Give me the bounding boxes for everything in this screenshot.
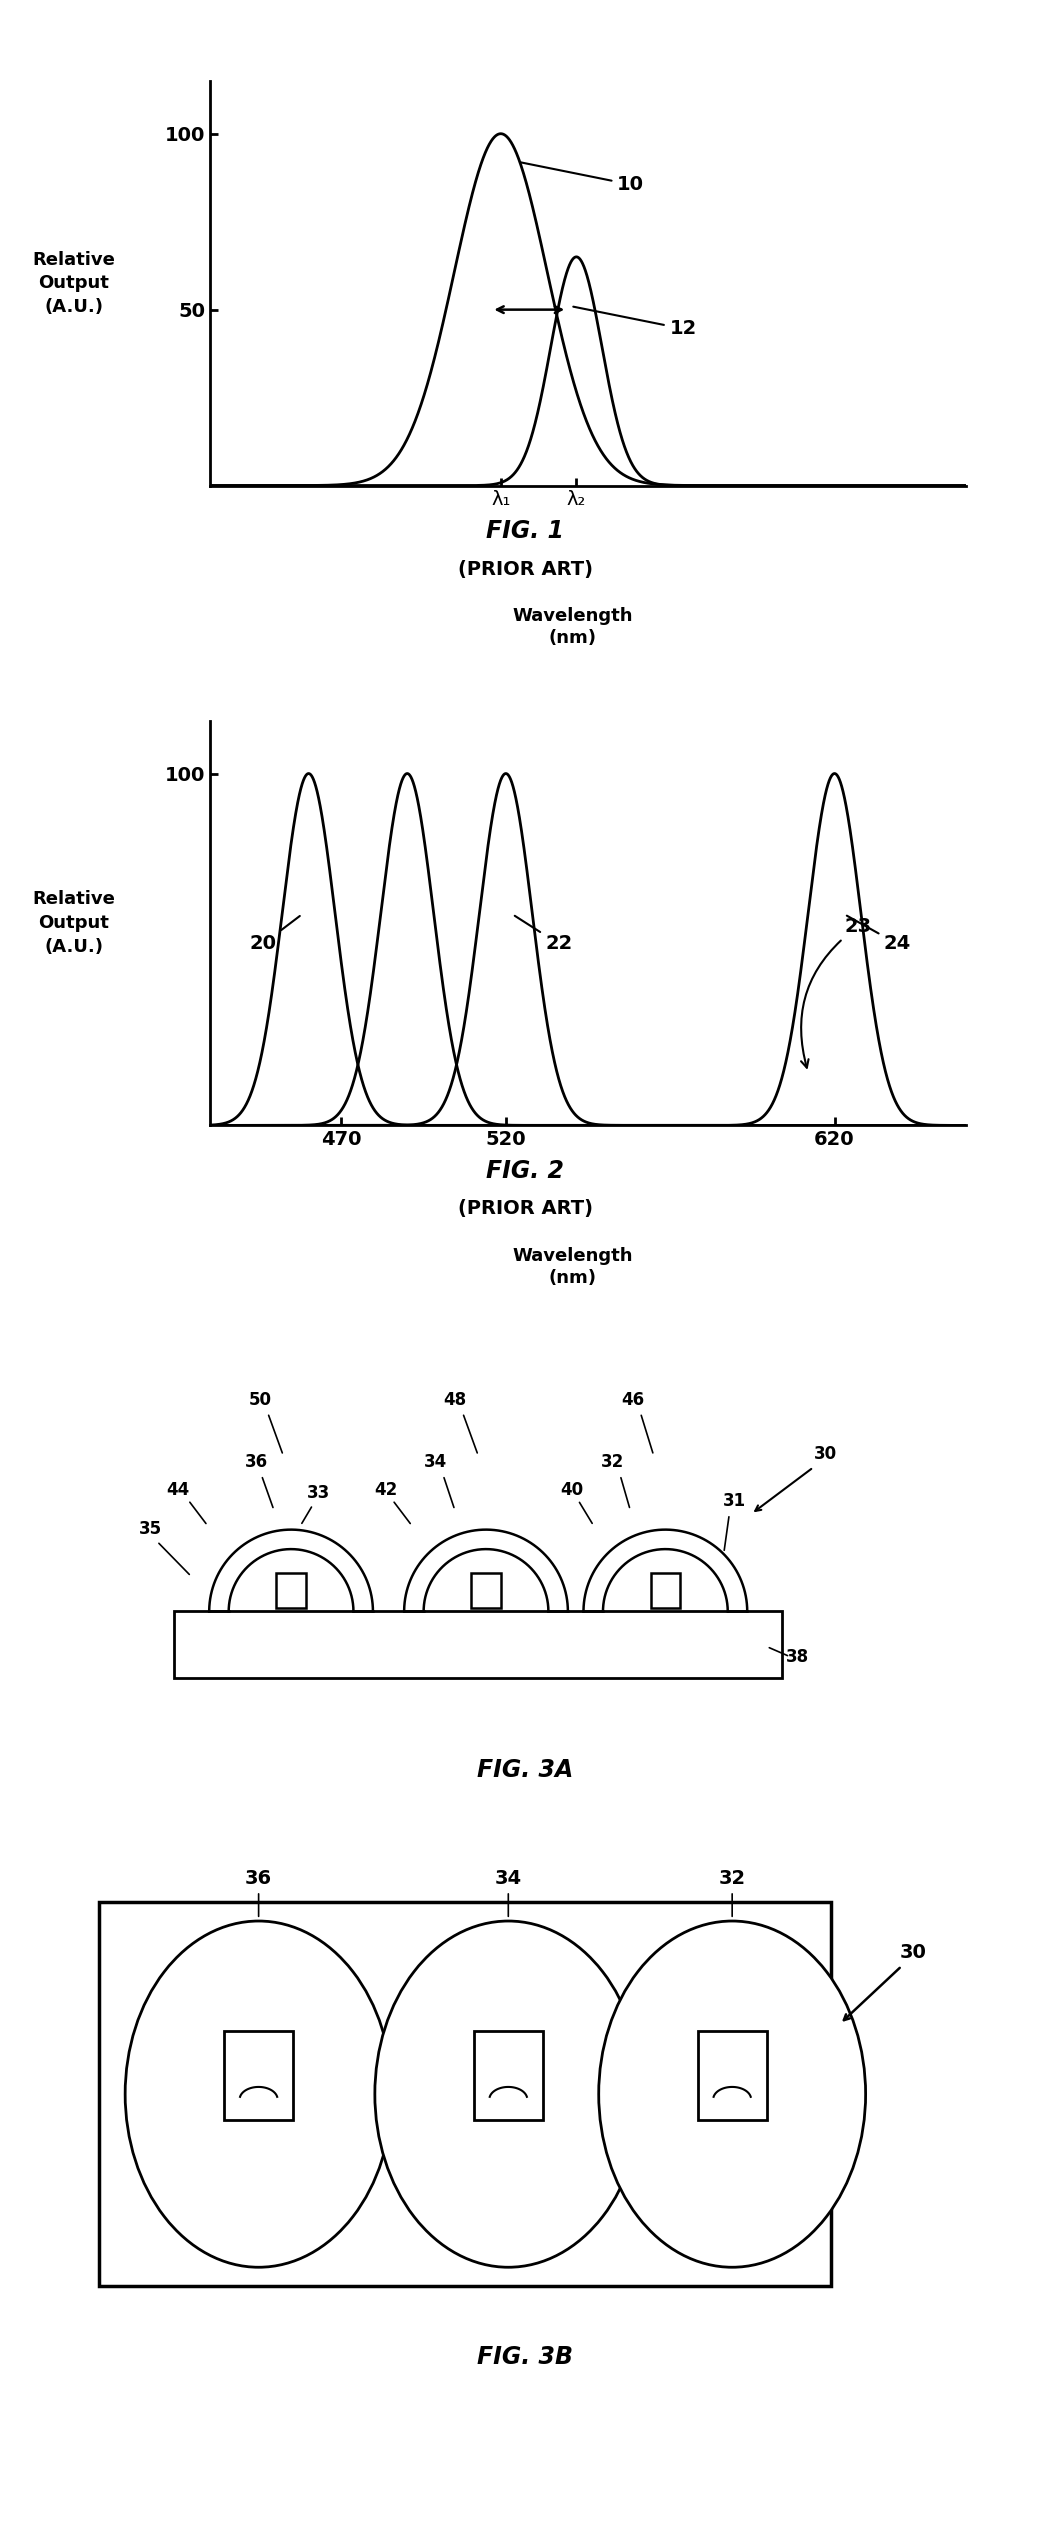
Text: 36: 36: [245, 1869, 272, 1887]
Text: 10: 10: [521, 162, 644, 195]
FancyBboxPatch shape: [276, 1573, 306, 1608]
Text: 32: 32: [601, 1454, 624, 1472]
Text: 46: 46: [621, 1391, 644, 1409]
Ellipse shape: [598, 1922, 865, 2266]
Text: Relative
Output
(A.U.): Relative Output (A.U.): [33, 250, 116, 316]
Text: 44: 44: [166, 1479, 190, 1500]
Text: 35: 35: [140, 1520, 163, 1538]
Text: 50: 50: [249, 1391, 271, 1409]
Ellipse shape: [125, 1922, 392, 2266]
Text: 48: 48: [443, 1391, 466, 1409]
FancyBboxPatch shape: [697, 2031, 766, 2119]
Text: Wavelength
(nm): Wavelength (nm): [512, 607, 633, 647]
FancyBboxPatch shape: [651, 1573, 680, 1608]
Text: FIG. 2: FIG. 2: [486, 1158, 564, 1184]
Text: 24: 24: [846, 915, 911, 953]
FancyBboxPatch shape: [474, 2031, 543, 2119]
Text: 12: 12: [573, 306, 696, 339]
FancyBboxPatch shape: [471, 1573, 501, 1608]
Text: FIG. 1: FIG. 1: [486, 518, 564, 544]
Text: (PRIOR ART): (PRIOR ART): [458, 1199, 592, 1219]
Text: 30: 30: [814, 1447, 837, 1464]
FancyBboxPatch shape: [100, 1902, 832, 2286]
FancyBboxPatch shape: [225, 2031, 293, 2119]
Text: 34: 34: [495, 1869, 522, 1887]
Text: FIG. 3B: FIG. 3B: [477, 2344, 573, 2370]
Text: Relative
Output
(A.U.): Relative Output (A.U.): [33, 890, 116, 956]
Text: 40: 40: [561, 1479, 584, 1500]
Text: 20: 20: [250, 915, 300, 953]
Text: Wavelength
(nm): Wavelength (nm): [512, 1247, 633, 1287]
Text: 36: 36: [245, 1454, 268, 1472]
Text: FIG. 3A: FIG. 3A: [477, 1758, 573, 1783]
Text: (PRIOR ART): (PRIOR ART): [458, 559, 592, 579]
Text: 32: 32: [718, 1869, 746, 1887]
Text: 33: 33: [307, 1485, 330, 1502]
Text: 30: 30: [900, 1942, 926, 1963]
Text: 31: 31: [722, 1492, 746, 1510]
Text: 22: 22: [514, 915, 572, 953]
Text: 42: 42: [375, 1479, 398, 1500]
Text: 34: 34: [424, 1454, 447, 1472]
Text: 38: 38: [786, 1649, 810, 1667]
FancyBboxPatch shape: [174, 1611, 782, 1677]
Text: 23: 23: [801, 918, 871, 1067]
Ellipse shape: [375, 1922, 642, 2266]
